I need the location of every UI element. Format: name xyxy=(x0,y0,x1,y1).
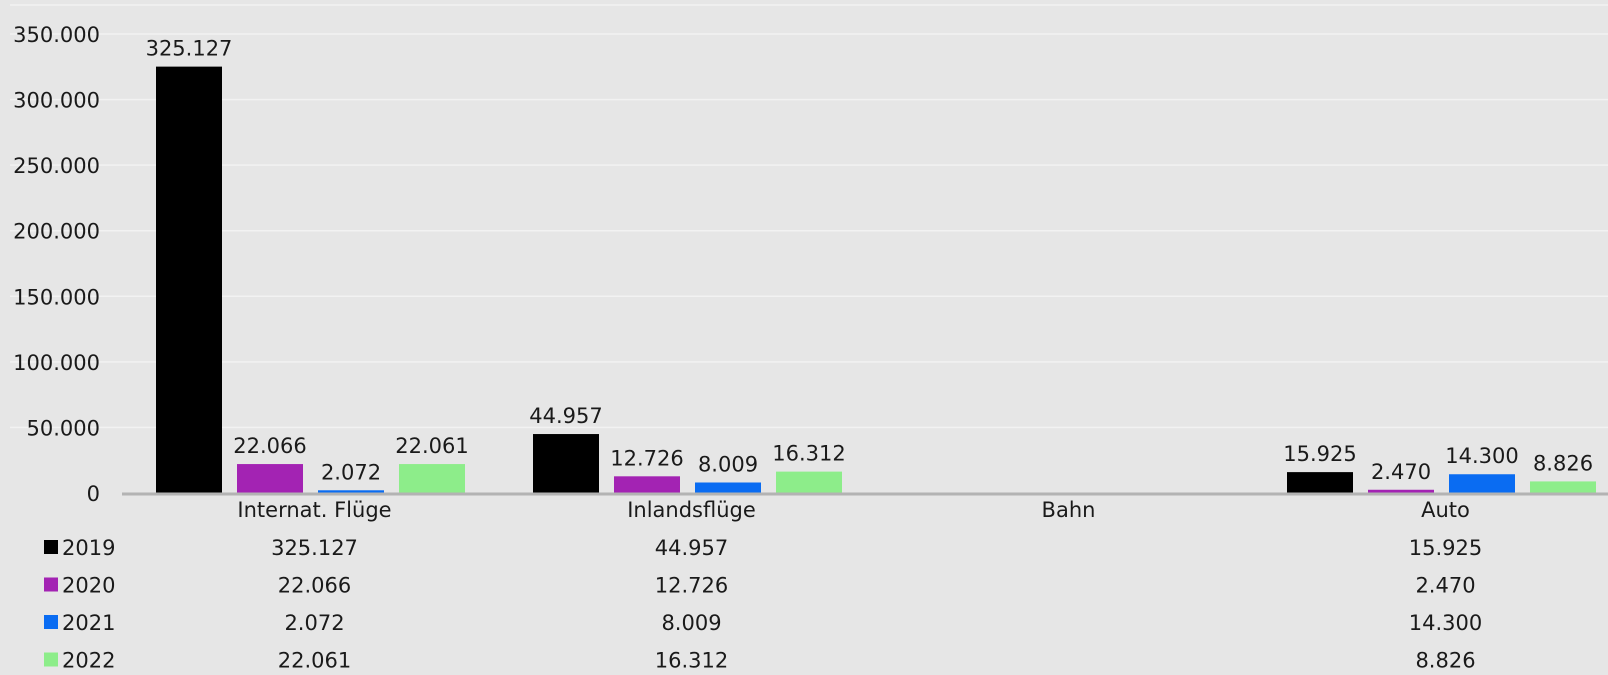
bar xyxy=(156,66,222,493)
data-label: 15.925 xyxy=(1283,442,1356,466)
table-cell: 22.061 xyxy=(278,649,351,673)
data-label: 8.009 xyxy=(698,452,758,476)
legend-label: 2020 xyxy=(62,574,115,598)
y-tick-label: 50.000 xyxy=(27,416,100,440)
category-label: Auto xyxy=(1421,498,1470,522)
table-cell: 8.826 xyxy=(1415,649,1475,673)
data-label: 44.957 xyxy=(529,404,602,428)
category-label: Internat. Flüge xyxy=(237,498,391,522)
bar xyxy=(318,490,384,493)
legend-label: 2021 xyxy=(62,611,115,635)
data-label: 22.061 xyxy=(395,434,468,458)
category-label: Inlandsflüge xyxy=(627,498,756,522)
legend-key xyxy=(44,615,58,629)
table-cell: 12.726 xyxy=(655,574,728,598)
y-tick-label: 200.000 xyxy=(13,220,100,244)
category-label: Bahn xyxy=(1042,498,1096,522)
y-tick-label: 100.000 xyxy=(13,351,100,375)
legend-label: 2019 xyxy=(62,536,115,560)
legend-key xyxy=(44,540,58,554)
bar xyxy=(237,464,303,493)
table-cell: 16.312 xyxy=(655,649,728,673)
table-cell: 2.072 xyxy=(284,611,344,635)
bar xyxy=(1449,474,1515,493)
data-label: 12.726 xyxy=(610,446,683,470)
legend-key xyxy=(44,577,58,592)
table-cell: 22.066 xyxy=(278,574,351,598)
table-cell: 44.957 xyxy=(655,536,728,560)
bar xyxy=(1287,472,1353,493)
data-label: 2.470 xyxy=(1371,460,1431,484)
bar xyxy=(1530,481,1596,493)
bar xyxy=(776,471,842,493)
data-label: 22.066 xyxy=(233,434,306,458)
data-label: 325.127 xyxy=(146,37,233,61)
table-cell: 15.925 xyxy=(1409,536,1482,560)
legend-key xyxy=(44,652,58,667)
data-label: 16.312 xyxy=(772,442,845,466)
y-tick-label: 250.000 xyxy=(13,154,100,178)
bar xyxy=(533,434,599,493)
data-label: 14.300 xyxy=(1445,444,1518,468)
bar xyxy=(614,476,680,493)
data-label: 2.072 xyxy=(321,460,381,484)
table-cell: 14.300 xyxy=(1409,611,1482,635)
y-tick-label: 350.000 xyxy=(13,23,100,47)
legend-label: 2022 xyxy=(62,649,115,673)
y-tick-label: 150.000 xyxy=(13,285,100,309)
bar xyxy=(399,464,465,493)
bar xyxy=(695,482,761,493)
y-tick-label: 0 xyxy=(87,482,100,506)
table-cell: 8.009 xyxy=(661,611,721,635)
bar xyxy=(1368,489,1434,493)
data-label: 8.826 xyxy=(1533,451,1593,475)
table-cell: 325.127 xyxy=(271,536,358,560)
table-cell: 2.470 xyxy=(1415,574,1475,598)
y-tick-label: 300.000 xyxy=(13,89,100,113)
